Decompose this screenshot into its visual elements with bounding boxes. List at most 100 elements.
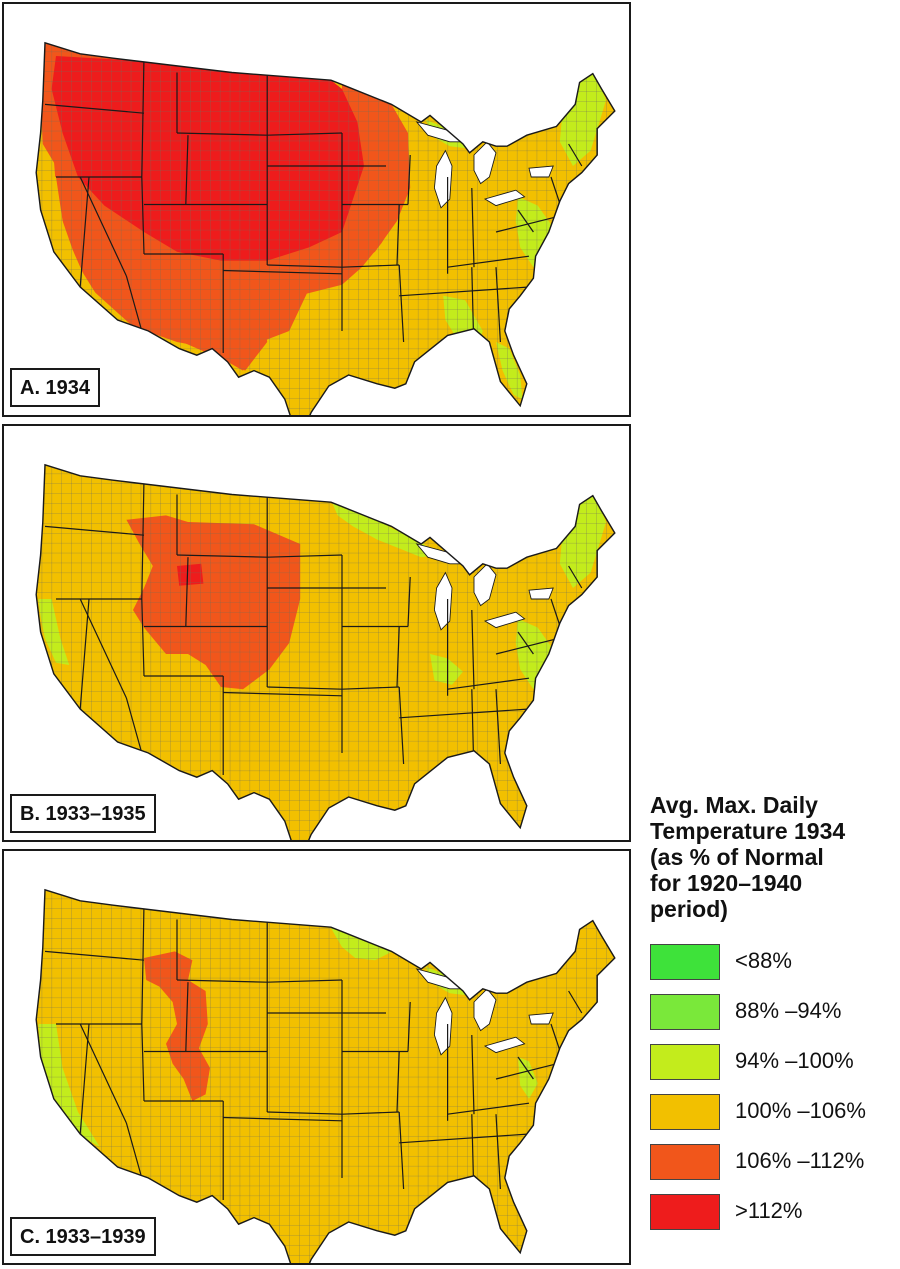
- state-boundary: [341, 686, 400, 690]
- state-boundary: [185, 557, 189, 627]
- map-panel-1933-1935: B. 1933–1935: [2, 424, 631, 842]
- legend-swatch: [650, 1144, 720, 1180]
- legend-swatch: [650, 944, 720, 980]
- state-boundary: [396, 626, 400, 688]
- state-boundary: [495, 216, 558, 233]
- state-boundary: [399, 1133, 530, 1144]
- us-map-1934: [35, 41, 616, 415]
- state-boundary: [267, 1111, 343, 1115]
- state-boundary: [223, 691, 343, 697]
- legend-swatch: [650, 994, 720, 1030]
- great-lake: [483, 189, 526, 207]
- legend-swatch: [650, 1194, 720, 1230]
- legend-swatch: [650, 1094, 720, 1130]
- state-boundary: [185, 135, 189, 205]
- state-boundary: [568, 143, 583, 167]
- state-boundary: [568, 990, 583, 1014]
- us-outline: [35, 888, 616, 1263]
- state-boundary: [44, 950, 145, 961]
- legend: Avg. Max. Daily Temperature 1934 (as % o…: [650, 792, 900, 1244]
- state-boundary: [471, 609, 475, 690]
- legend-title-line: Temperature 1934: [650, 818, 846, 844]
- state-boundary: [495, 267, 502, 343]
- state-boundary: [79, 598, 90, 710]
- us-map-group: [35, 41, 616, 415]
- state-boundary: [141, 902, 145, 1025]
- state-boundary: [471, 1034, 475, 1115]
- state-boundary: [398, 1111, 405, 1190]
- legend-label: 88% –94%: [735, 998, 842, 1023]
- state-boundary: [517, 209, 534, 233]
- us-outline: [35, 41, 616, 415]
- state-boundary: [398, 264, 405, 343]
- great-lake: [528, 587, 554, 600]
- temperature-regions: [36, 889, 615, 1263]
- legend-title-line: for 1920–1940: [650, 870, 803, 896]
- state-boundary: [517, 631, 534, 655]
- state-boundary: [396, 1051, 400, 1113]
- state-boundary: [267, 132, 343, 136]
- state-boundary: [79, 1023, 90, 1135]
- legend-item-94-100: 94% –100%: [650, 1044, 900, 1094]
- legend-title: Avg. Max. Daily Temperature 1934 (as % o…: [650, 792, 900, 922]
- map-label-1933-1939: C. 1933–1939: [10, 1217, 156, 1256]
- state-boundary: [399, 708, 530, 719]
- temperature-regions: [36, 464, 615, 840]
- state-boundary: [141, 598, 145, 677]
- us-map-group: [35, 888, 616, 1263]
- state-boundary: [176, 979, 268, 983]
- state-boundary: [141, 176, 145, 255]
- legend-item-100-106: 100% –106%: [650, 1094, 900, 1144]
- state-boundary: [495, 1114, 502, 1190]
- us-outline: [35, 463, 616, 840]
- state-boundary: [44, 525, 145, 536]
- state-boundary: [267, 264, 343, 268]
- state-boundary: [471, 187, 475, 268]
- county-boundaries: [36, 464, 615, 840]
- state-boundary: [407, 576, 411, 627]
- legend-item-lt88: <88%: [650, 944, 900, 994]
- us-map-1933-1935: [35, 463, 616, 840]
- state-boundary: [125, 1122, 143, 1179]
- great-lake: [528, 1012, 554, 1025]
- legend-title-line: period): [650, 896, 728, 922]
- map-panel-1933-1939: C. 1933–1939: [2, 849, 631, 1265]
- state-boundary: [517, 1056, 534, 1080]
- state-boundary: [176, 554, 268, 558]
- state-boundary: [495, 638, 558, 655]
- map-panel-1934: A. 1934: [2, 2, 631, 417]
- state-boundary: [79, 1023, 127, 1124]
- state-boundary: [267, 979, 343, 983]
- state-boundary: [223, 1116, 343, 1122]
- us-map-group: [35, 463, 616, 840]
- state-boundary: [125, 275, 143, 332]
- us-map-1933-1939: [35, 888, 616, 1263]
- legend-item-88-94: 88% –94%: [650, 994, 900, 1044]
- state-boundary: [79, 598, 127, 699]
- state-boundary: [398, 686, 405, 765]
- state-boundary: [223, 269, 343, 275]
- great-lake: [528, 165, 554, 178]
- legend-title-line: Avg. Max. Daily: [650, 792, 818, 818]
- map-label-1933-1935: B. 1933–1935: [10, 794, 156, 833]
- great-lake: [483, 1036, 526, 1054]
- map-label-1934: A. 1934: [10, 368, 101, 407]
- state-boundary: [447, 1102, 530, 1115]
- legend-item-gt112: >112%: [650, 1194, 900, 1244]
- great-lake: [483, 611, 526, 629]
- legend-label: <88%: [735, 948, 792, 973]
- state-boundary: [341, 264, 400, 268]
- legend-label: 106% –112%: [735, 1148, 865, 1173]
- legend-label: 94% –100%: [735, 1048, 854, 1073]
- state-boundary: [495, 689, 502, 765]
- state-boundary: [141, 55, 145, 178]
- state-boundary: [407, 1001, 411, 1052]
- legend-label: >112%: [735, 1198, 803, 1223]
- state-boundary: [185, 982, 189, 1052]
- state-boundary: [447, 677, 530, 690]
- state-boundary: [568, 565, 583, 589]
- legend-item-106-112: 106% –112%: [650, 1144, 900, 1194]
- state-boundary: [267, 554, 343, 558]
- state-boundary: [447, 255, 530, 268]
- state-boundary: [79, 176, 90, 288]
